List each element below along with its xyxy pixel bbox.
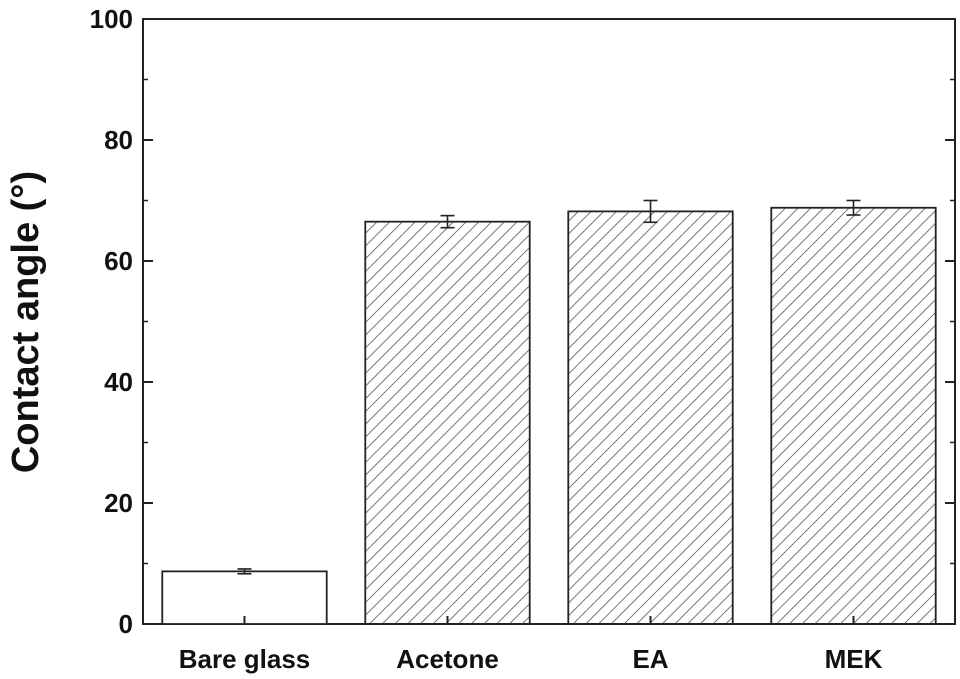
x-tick-label: MEK [825, 644, 883, 674]
bar-ea [567, 210, 734, 625]
x-tick-label: EA [632, 644, 668, 674]
y-tick-label: 60 [104, 246, 133, 276]
y-tick-label: 20 [104, 488, 133, 518]
x-tick-label: Acetone [396, 644, 499, 674]
y-tick-label: 80 [104, 125, 133, 155]
y-axis-title: Contact angle (°) [5, 171, 47, 473]
y-tick-label: 40 [104, 367, 133, 397]
plot-area: 0 20 40 60 80 100 Bare glass Acetone EA MEK [90, 4, 956, 674]
bar-acetone [364, 220, 531, 625]
x-tick-label: Bare glass [179, 644, 311, 674]
bar-bare-glass [161, 570, 328, 625]
y-tick-label: 0 [119, 609, 133, 639]
bar-mek [770, 206, 937, 625]
y-tick-label: 100 [90, 4, 133, 34]
